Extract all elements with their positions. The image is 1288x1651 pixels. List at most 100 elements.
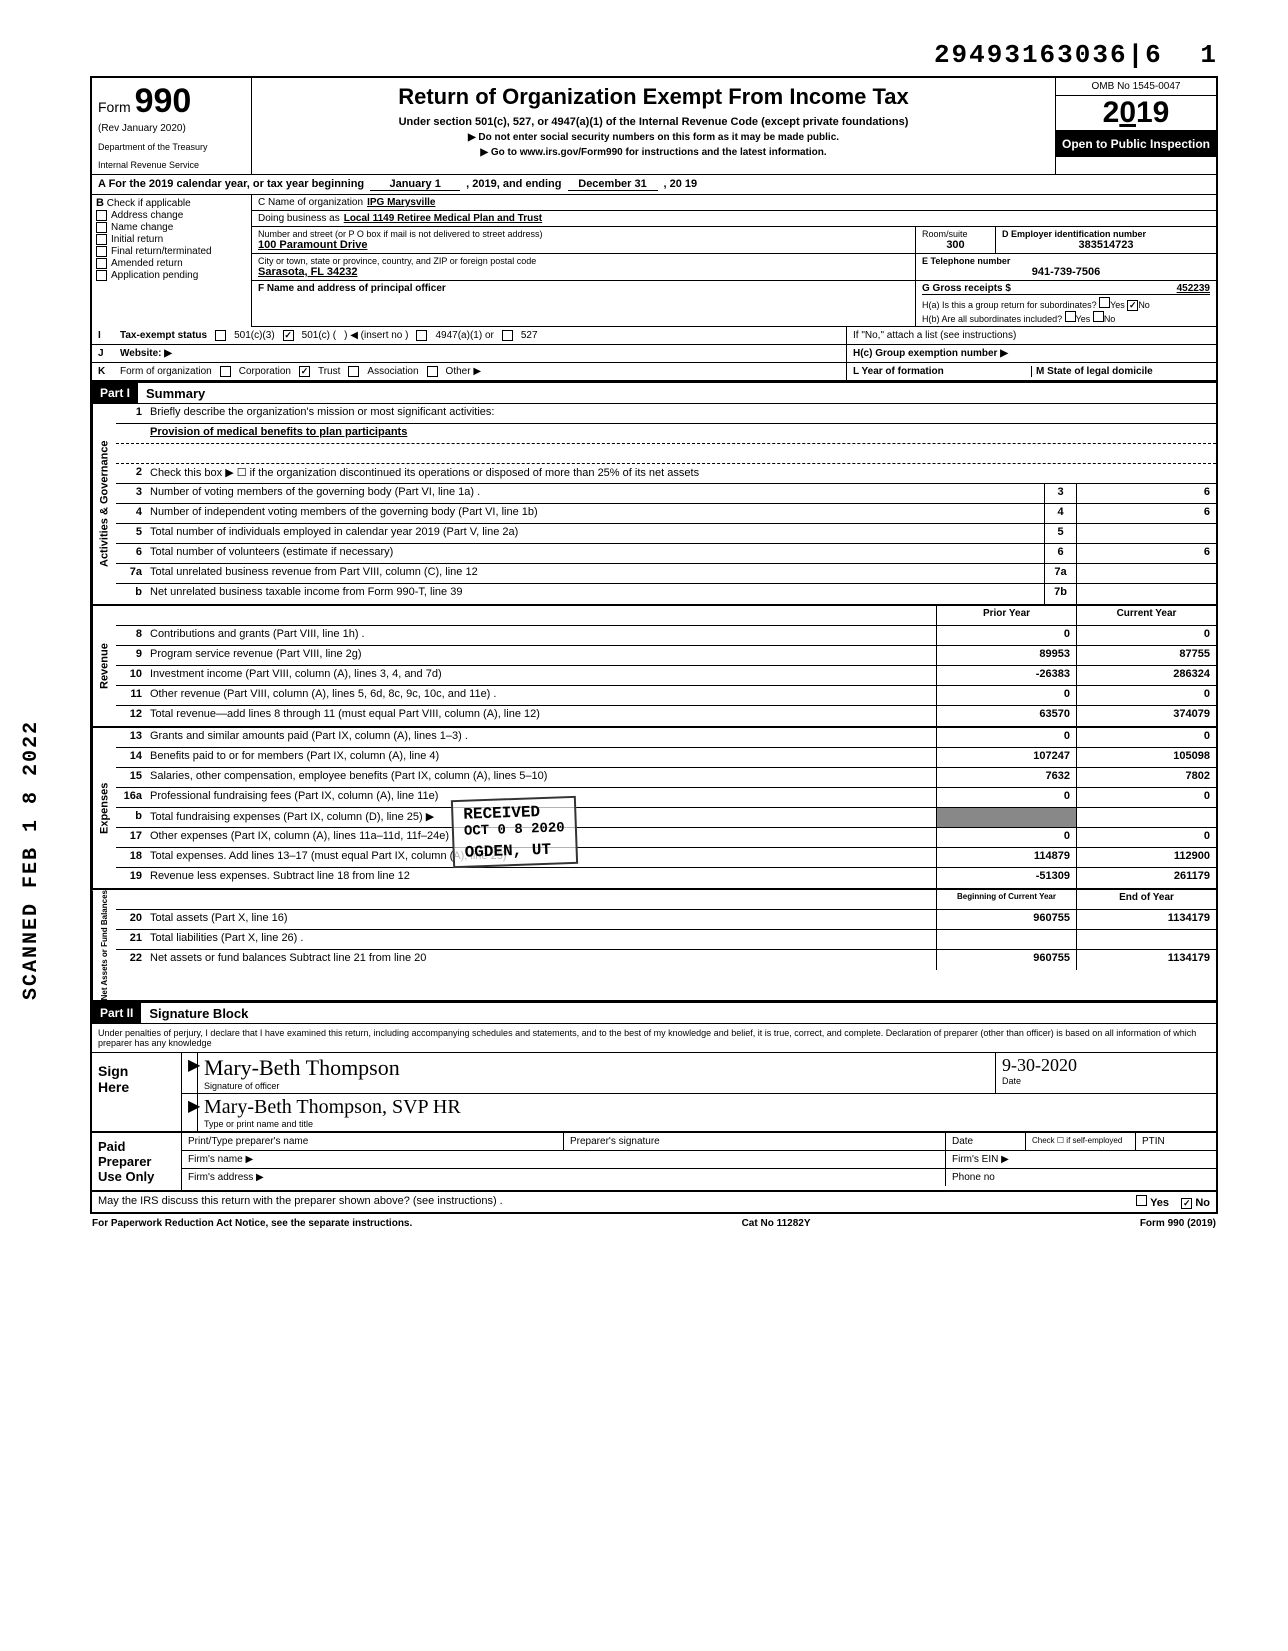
chk-501c3[interactable] (215, 330, 226, 341)
year-formation-label: L Year of formation (853, 366, 944, 377)
part-1-badge: Part I (92, 383, 138, 403)
page-number: 1 (1200, 40, 1218, 70)
scanned-stamp: SCANNED FEB 1 8 2022 (20, 720, 43, 1000)
side-net-assets: Net Assets or Fund Balances (92, 890, 116, 1000)
header-right: OMB No 1545-0047 2019 Open to Public Ins… (1056, 78, 1216, 174)
irs-no-chk[interactable]: ✓ (1181, 1198, 1192, 1209)
ha-no-chk[interactable]: ✓ (1127, 300, 1138, 311)
city-value: Sarasota, FL 34232 (258, 266, 909, 278)
table-row: 18Total expenses. Add lines 13–17 (must … (116, 848, 1216, 868)
name-title-label: Type or print name and title (204, 1119, 1210, 1129)
part-1-title: Summary (146, 386, 205, 401)
form-header: Form 990 (Rev January 2020) Department o… (90, 76, 1218, 174)
officer-signature: Mary-Beth Thompson (204, 1055, 989, 1081)
col-b-label: Check if applicable (107, 198, 191, 209)
hc-label: H(c) Group exemption number ▶ (846, 345, 1216, 362)
chk-trust[interactable]: ✓ (299, 366, 310, 377)
hb-yes-chk[interactable] (1065, 311, 1076, 322)
preparer-sig-label: Preparer's signature (564, 1133, 946, 1150)
chk-527[interactable] (502, 330, 513, 341)
col-b-letter: B (96, 197, 104, 209)
side-expenses: Expenses (92, 728, 116, 888)
paid-preparer-block: Paid Preparer Use Only Print/Type prepar… (90, 1133, 1218, 1192)
line-6-value: 6 (1076, 544, 1216, 563)
section-governance: Activities & Governance 1Briefly describ… (90, 404, 1218, 606)
chk-address-change[interactable]: Address change (96, 210, 247, 221)
room-value: 300 (922, 239, 989, 251)
form-revision: (Rev January 2020) (98, 123, 245, 134)
paperwork-notice: For Paperwork Reduction Act Notice, see … (92, 1218, 412, 1229)
irs-discuss-row: May the IRS discuss this return with the… (90, 1192, 1218, 1214)
chk-application-pending[interactable]: Application pending (96, 270, 247, 281)
org-name-label: C Name of organization (258, 197, 363, 208)
tax-year-end-month: December 31 (568, 178, 658, 191)
website-label: Website: ▶ (120, 348, 172, 359)
perjury-statement: Under penalties of perjury, I declare th… (90, 1024, 1218, 1053)
table-row: 21Total liabilities (Part X, line 26) . (116, 930, 1216, 950)
chk-501c[interactable]: ✓ (283, 330, 294, 341)
row-j: J Website: ▶ H(c) Group exemption number… (90, 345, 1218, 363)
chk-initial-return[interactable]: Initial return (96, 234, 247, 245)
chk-name-change[interactable]: Name change (96, 222, 247, 233)
line-4-value: 6 (1076, 504, 1216, 523)
tax-year: 2019 (1056, 96, 1216, 131)
tax-year-end-year: , 20 19 (664, 178, 698, 190)
room-label: Room/suite (922, 229, 989, 239)
side-governance: Activities & Governance (92, 404, 116, 604)
table-row: 16aProfessional fundraising fees (Part I… (116, 788, 1216, 808)
line-1: Briefly describe the organization's miss… (146, 404, 1216, 423)
arrow-icon-2: ▶ (182, 1094, 198, 1131)
chk-amended-return[interactable]: Amended return (96, 258, 247, 269)
gross-receipts-label: G Gross receipts $ (922, 283, 1011, 294)
street-value: 100 Paramount Drive (258, 239, 909, 251)
table-row: 8Contributions and grants (Part VIII, li… (116, 626, 1216, 646)
section-net-assets: Net Assets or Fund Balances Beginning of… (90, 890, 1218, 1002)
self-employed-label: Check ☐ if self-employed (1026, 1133, 1136, 1150)
document-locator-number: 29493163036|6 1 (90, 40, 1218, 70)
ssn-warning: ▶ Do not enter social security numbers o… (262, 132, 1045, 143)
line-2: Check this box ▶ ☐ if the organization d… (146, 464, 1216, 483)
hb-no-chk[interactable] (1093, 311, 1104, 322)
chk-corporation[interactable] (220, 366, 231, 377)
side-revenue: Revenue (92, 606, 116, 726)
section-revenue: Revenue Prior Year Current Year 8Contrib… (90, 606, 1218, 728)
mission-text: Provision of medical benefits to plan pa… (146, 424, 1216, 443)
dept-treasury: Department of the Treasury (98, 142, 245, 152)
table-row: 9Program service revenue (Part VIII, lin… (116, 646, 1216, 666)
form-prefix: Form (98, 99, 131, 115)
chk-final-return[interactable]: Final return/terminated (96, 246, 247, 257)
ein-label: D Employer identification number (1002, 229, 1210, 239)
column-c: C Name of organization IPG Marysville Do… (252, 195, 1216, 327)
preparer-name-label: Print/Type preparer's name (182, 1133, 564, 1150)
phone-label: E Telephone number (922, 256, 1210, 266)
irs-yes-chk[interactable] (1136, 1195, 1147, 1206)
firm-name-label: Firm's name ▶ (182, 1151, 946, 1168)
ha-label: H(a) Is this a group return for subordin… (922, 300, 1097, 310)
chk-4947[interactable] (416, 330, 427, 341)
line-3: Number of voting members of the governin… (146, 484, 1044, 503)
table-row: 12Total revenue—add lines 8 through 11 (… (116, 706, 1216, 726)
table-row: 20Total assets (Part X, line 16)96075511… (116, 910, 1216, 930)
row-i: I Tax-exempt status 501(c)(3) ✓501(c) ( … (90, 327, 1218, 345)
ha-yes-chk[interactable] (1099, 297, 1110, 308)
line-4: Number of independent voting members of … (146, 504, 1044, 523)
chk-other[interactable] (427, 366, 438, 377)
catalog-number: Cat No 11282Y (742, 1218, 811, 1229)
hdr-current-year: Current Year (1076, 606, 1216, 625)
tax-exempt-label: Tax-exempt status (120, 330, 207, 341)
line-7a: Total unrelated business revenue from Pa… (146, 564, 1044, 583)
hdr-end-year: End of Year (1076, 890, 1216, 909)
line-5-value (1076, 524, 1216, 543)
form-footer: Form 990 (2019) (1140, 1218, 1216, 1229)
officer-label: F Name and address of principal officer (258, 283, 909, 294)
line-7b: Net unrelated business taxable income fr… (146, 584, 1044, 604)
part-2-title: Signature Block (149, 1006, 248, 1021)
part-2-badge: Part II (92, 1003, 141, 1023)
table-row: 15Salaries, other compensation, employee… (116, 768, 1216, 788)
form-org-label: Form of organization (120, 366, 212, 377)
paid-preparer-label: Paid Preparer Use Only (92, 1133, 182, 1190)
row-k-letter: K (98, 366, 112, 377)
chk-association[interactable] (348, 366, 359, 377)
form-subtitle: Under section 501(c), 527, or 4947(a)(1)… (262, 116, 1045, 128)
footer: For Paperwork Reduction Act Notice, see … (90, 1214, 1218, 1233)
